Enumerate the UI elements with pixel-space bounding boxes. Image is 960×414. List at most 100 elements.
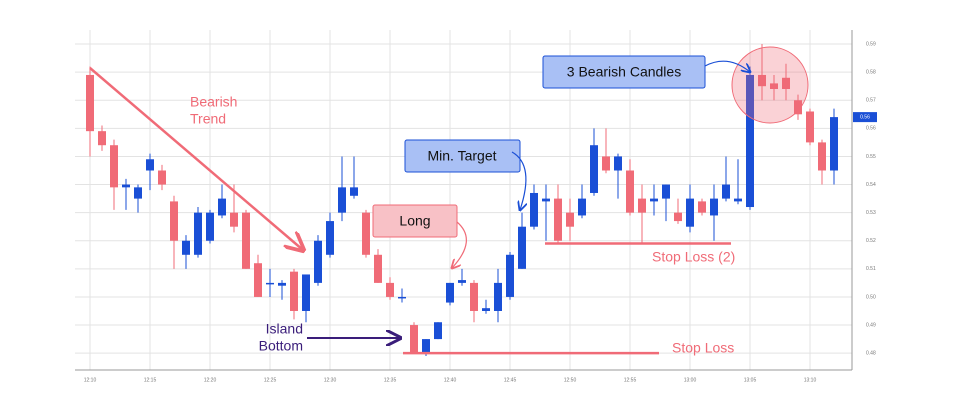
candle-body <box>362 212 370 255</box>
candle-body <box>98 131 106 146</box>
candle-body <box>686 198 694 227</box>
candle-body <box>578 198 586 216</box>
x-tick-label: 12:55 <box>624 377 637 383</box>
candle-body <box>722 184 730 199</box>
annotation: Trend <box>190 111 226 127</box>
x-tick-label: 13:10 <box>804 377 817 383</box>
x-tick-label: 13:05 <box>744 377 757 383</box>
candle-body <box>206 212 214 241</box>
candle-body <box>194 212 202 255</box>
y-tick-label: 0.52 <box>866 238 876 244</box>
candle-body <box>146 159 154 171</box>
candle-body <box>542 198 550 202</box>
candle-body <box>674 212 682 222</box>
candle-body <box>662 184 670 199</box>
x-tick-label: 12:10 <box>84 377 97 383</box>
x-tick-label: 13:00 <box>684 377 697 383</box>
candle-body <box>602 156 610 171</box>
candle-body <box>242 212 250 269</box>
candle-body <box>698 201 706 213</box>
y-tick-label: 0.58 <box>866 69 876 75</box>
candle-body <box>746 74 754 208</box>
candle-body <box>410 325 418 354</box>
y-tick-label: 0.51 <box>866 266 876 272</box>
y-tick-label: 0.57 <box>866 98 876 104</box>
y-tick-label: 0.54 <box>866 182 876 188</box>
y-tick-label: 0.48 <box>866 350 876 356</box>
candles <box>86 44 838 356</box>
candle-body <box>134 187 142 199</box>
candle-body <box>314 240 322 283</box>
candle-body <box>446 282 454 303</box>
candle-body <box>758 74 766 87</box>
annotation-box <box>542 55 706 89</box>
candle-body <box>482 308 490 311</box>
candle-body <box>494 282 502 311</box>
annotation-arrow <box>704 60 750 72</box>
x-tick-label: 12:25 <box>264 377 277 383</box>
y-tick-label: 0.49 <box>866 322 876 328</box>
annotation: Min. Target <box>428 148 497 164</box>
candle-body <box>434 322 442 340</box>
candle-body <box>458 280 466 283</box>
candle-body <box>218 198 226 216</box>
candle-body <box>830 117 838 171</box>
annotation: Island <box>266 321 303 337</box>
annotation-box <box>404 139 521 173</box>
annotation-arrow <box>452 221 467 268</box>
stop-loss-label: Stop Loss <box>672 340 734 356</box>
candle-body <box>230 212 238 227</box>
candle-body <box>806 111 814 143</box>
candle-body <box>614 156 622 171</box>
candle-body <box>590 145 598 193</box>
candle-body <box>818 142 826 171</box>
candle-body <box>782 77 790 90</box>
annotation: Long <box>399 213 430 229</box>
candle-body <box>506 254 514 297</box>
candle-body <box>302 274 310 311</box>
grid: 0.59 0.58 0.57 0.56 0.55 0.54 0.53 0.52 0.51 0.50… <box>75 30 876 383</box>
candle-body <box>710 198 718 216</box>
candle-body <box>86 74 94 132</box>
candle-body <box>626 170 634 213</box>
candle-body <box>650 198 658 202</box>
candle-body <box>554 198 562 241</box>
candle-body <box>182 240 190 255</box>
x-tick-label: 12:30 <box>324 377 337 383</box>
y-tick-label: 0.56 <box>866 126 876 132</box>
x-tick-label: 12:15 <box>144 377 157 383</box>
candle-body <box>170 201 178 241</box>
stop-loss-label: Stop Loss (2) <box>652 249 735 265</box>
candle-body <box>326 221 334 255</box>
candle-body <box>530 192 538 227</box>
last-price-label: 0.56 <box>860 114 870 120</box>
annotation-arrow <box>511 151 526 210</box>
candle-body <box>386 282 394 297</box>
candle-body <box>770 83 778 90</box>
x-tick-label: 12:20 <box>204 377 217 383</box>
candle-body <box>110 145 118 188</box>
annotations: Bearish Trend 3 Bearish Candles Min. Tar… <box>89 46 877 356</box>
x-tick-label: 12:40 <box>444 377 457 383</box>
candle-body <box>338 187 346 213</box>
trend-arrow <box>89 67 303 250</box>
candle-body <box>254 263 262 297</box>
highlight-circle <box>731 46 809 124</box>
x-tick-label: 12:35 <box>384 377 397 383</box>
annotation: Bottom <box>259 338 303 354</box>
candle-body <box>734 198 742 202</box>
candle-body <box>374 254 382 283</box>
candle-body <box>638 198 646 213</box>
candle-body <box>518 226 526 269</box>
y-tick-label: 0.55 <box>866 154 876 160</box>
x-tick-label: 12:45 <box>504 377 517 383</box>
y-tick-label: 0.53 <box>866 210 876 216</box>
candle-body <box>278 282 286 286</box>
annotation: Bearish <box>190 94 237 110</box>
candle-body <box>122 184 130 188</box>
candle-body <box>290 271 298 311</box>
candle-body <box>422 339 430 354</box>
y-tick-label: 0.50 <box>866 294 876 300</box>
candle-body <box>398 296 406 299</box>
